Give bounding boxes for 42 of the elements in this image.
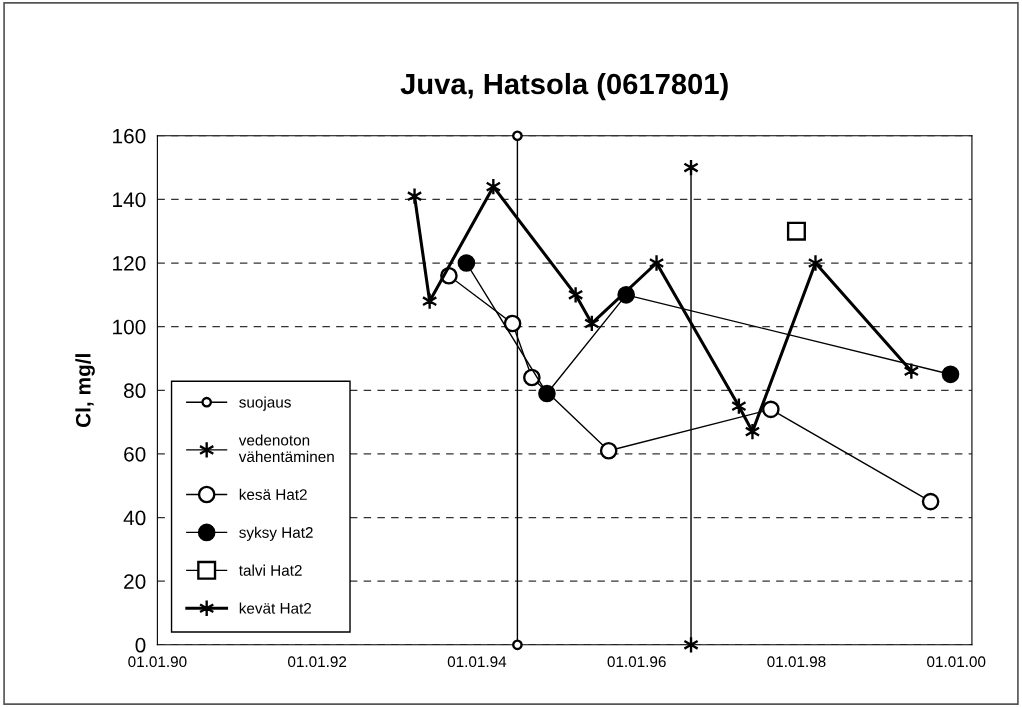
x-tick-label: 01.01.90 [128,656,187,668]
y-tick-label: 60 [124,446,146,462]
y-tick-label: 20 [124,574,146,589]
legend-label: kesä Hat2 [239,488,307,500]
point [538,384,556,403]
point [512,130,523,142]
point [421,292,438,310]
point [921,492,940,511]
point [648,254,665,272]
chart-title: Juva, Hatsola (0617801) [400,72,728,101]
point [406,187,423,206]
y-tick-label: 0 [135,637,146,653]
y-tick-label: 140 [113,192,146,208]
x-tick-label: 01.01.92 [288,656,347,668]
point [903,362,920,380]
y-tick-label: 100 [113,319,146,335]
legend-label: talvi Hat2 [239,564,302,576]
legend-label: kevät Hat2 [239,602,312,614]
legend-label: syksy Hat2 [239,526,313,541]
x-tick-label: 01.01.98 [767,656,826,668]
point [786,221,806,241]
legend-label: vedenoton vähentäminen [238,434,334,463]
y-tick-label: 80 [124,383,146,399]
point [503,314,522,333]
y-axis-title: Cl, mg/l [75,354,95,428]
point [744,422,761,441]
point [523,368,541,387]
point [457,254,476,272]
point [512,639,523,651]
point [567,286,584,304]
y-tick-label: 160 [113,128,146,144]
legend-label: suojaus [239,396,291,411]
point [762,400,780,419]
point [485,177,502,196]
y-tick-label: 40 [123,510,146,526]
y-tick-label: 120 [113,256,146,271]
point [807,254,824,272]
x-tick-label: 01.01.94 [447,656,507,668]
x-tick-label: 01.01.96 [607,656,666,668]
point [941,365,960,384]
point [599,441,618,460]
x-tick-label: 01.01.00 [927,656,986,668]
